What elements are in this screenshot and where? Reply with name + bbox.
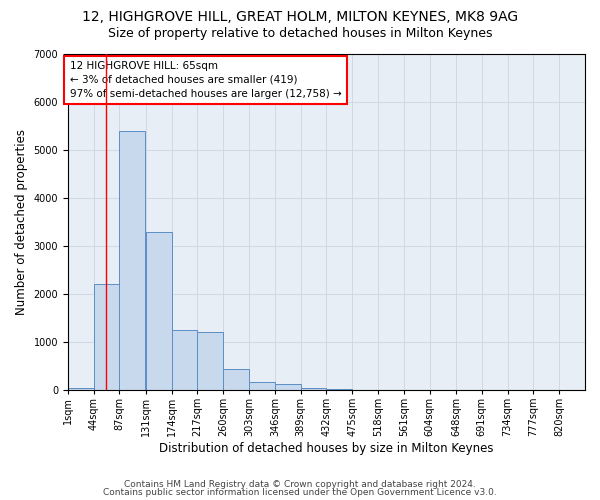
- Text: Size of property relative to detached houses in Milton Keynes: Size of property relative to detached ho…: [108, 28, 492, 40]
- Text: 12 HIGHGROVE HILL: 65sqm
← 3% of detached houses are smaller (419)
97% of semi-d: 12 HIGHGROVE HILL: 65sqm ← 3% of detache…: [70, 60, 341, 98]
- Bar: [275, 384, 301, 390]
- Bar: [223, 370, 249, 390]
- Bar: [301, 388, 326, 390]
- Bar: [249, 382, 275, 390]
- Text: 12, HIGHGROVE HILL, GREAT HOLM, MILTON KEYNES, MK8 9AG: 12, HIGHGROVE HILL, GREAT HOLM, MILTON K…: [82, 10, 518, 24]
- Bar: [94, 284, 119, 390]
- Text: Contains HM Land Registry data © Crown copyright and database right 2024.: Contains HM Land Registry data © Crown c…: [124, 480, 476, 489]
- Bar: [172, 330, 197, 390]
- Y-axis label: Number of detached properties: Number of detached properties: [15, 129, 28, 315]
- Bar: [146, 232, 172, 390]
- Bar: [68, 388, 94, 390]
- Text: Contains public sector information licensed under the Open Government Licence v3: Contains public sector information licen…: [103, 488, 497, 497]
- X-axis label: Distribution of detached houses by size in Milton Keynes: Distribution of detached houses by size …: [159, 442, 494, 455]
- Bar: [119, 131, 145, 390]
- Bar: [197, 332, 223, 390]
